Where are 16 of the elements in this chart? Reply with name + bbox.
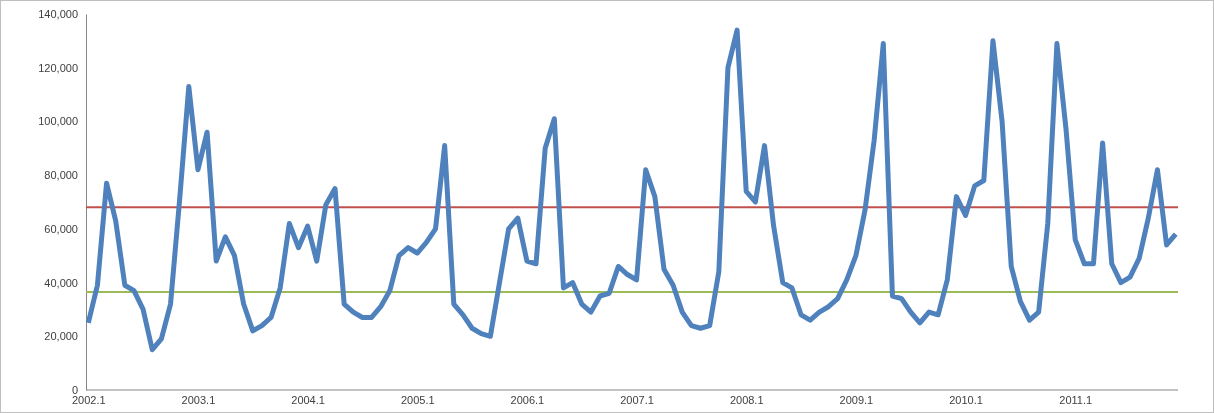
x-tick-label: 2010.1 [949, 393, 983, 406]
x-tick-label: 2006.1 [510, 393, 545, 406]
x-tick-label: 2003.1 [181, 393, 216, 406]
y-tick-label: 40,000 [44, 276, 78, 289]
y-tick-label: 140,000 [38, 8, 78, 21]
y-tick-label: 100,000 [38, 115, 78, 128]
x-tick-label: 2005.1 [400, 393, 435, 406]
x-tick-label: 2004.1 [291, 393, 325, 406]
x-tick-label: 2009.1 [839, 393, 874, 406]
y-tick-label: 120,000 [38, 61, 78, 74]
y-tick-label: 20,000 [44, 330, 78, 343]
x-tick-label: 2008.1 [729, 393, 764, 406]
x-tick-label: 2011.1 [1059, 393, 1093, 406]
x-tick-label: 2007.1 [620, 393, 654, 406]
y-tick-label: 80,000 [44, 169, 78, 182]
y-tick-label: 60,000 [44, 222, 78, 235]
